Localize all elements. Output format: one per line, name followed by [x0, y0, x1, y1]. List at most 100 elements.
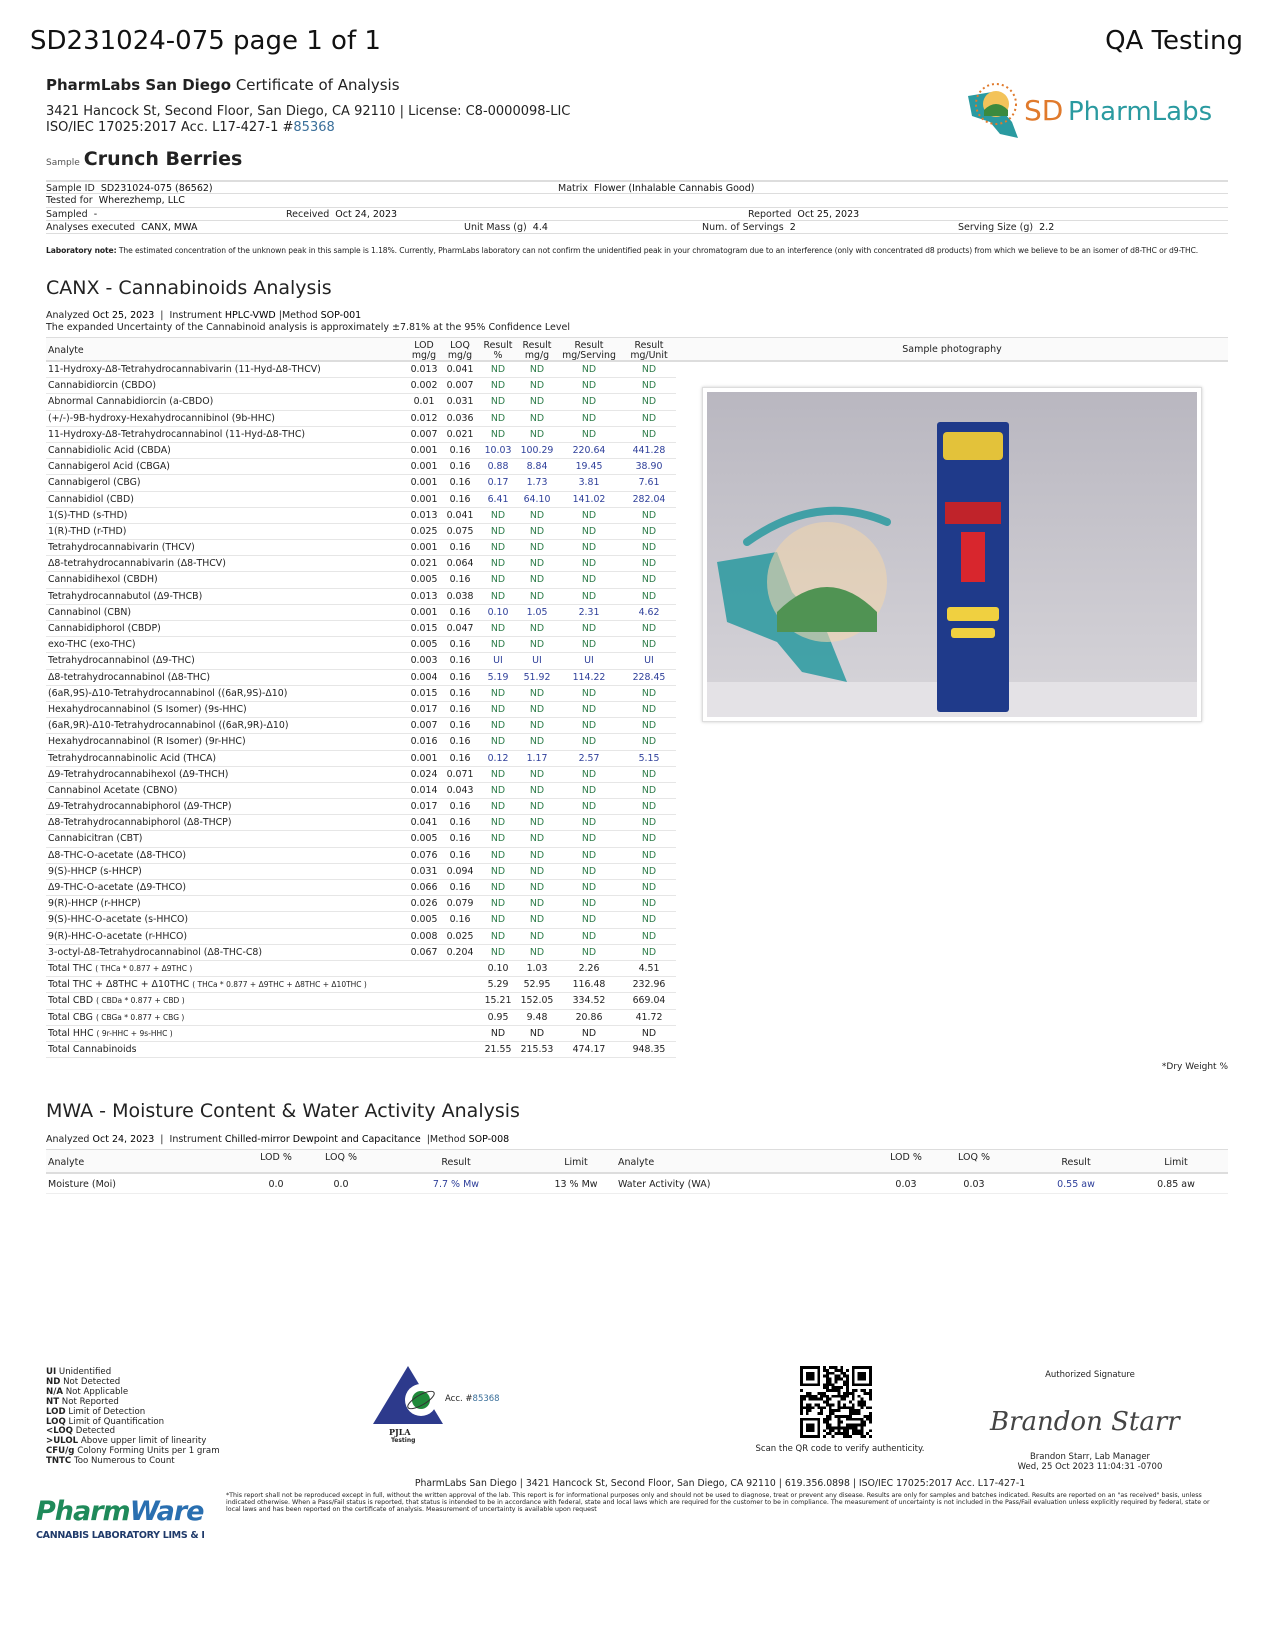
result-mgg: 64.10: [523, 493, 551, 505]
result-serving: ND: [581, 380, 597, 392]
loq: 0.036: [446, 412, 474, 424]
result-serving: 474.17: [572, 1043, 606, 1055]
total-row: Total CBD ( CBDa * 0.877 + CBD ) 15.21 152…: [46, 993, 676, 1010]
pjla-acc-link[interactable]: 85368: [472, 1394, 500, 1404]
result-mgg: ND: [529, 558, 545, 570]
loq: 0.16: [449, 493, 471, 505]
total-label: Total THC + Δ8THC + Δ10THC ( THCa * 0.87…: [48, 977, 367, 993]
limit-2: 0.85 aw: [1157, 1179, 1195, 1190]
address-line: 3421 Hancock St, Second Floor, San Diego…: [46, 104, 571, 119]
lod: 0.001: [410, 752, 438, 764]
table-row: Δ9-THC-O-acetate (Δ9-THCO) 0.066 0.16 ND ND N…: [46, 880, 676, 897]
result-serving: ND: [581, 736, 597, 748]
result-unit: 282.04: [632, 493, 666, 505]
analyte: 9(R)-HHCP (r-HHCP): [48, 898, 141, 910]
table-row: Tetrahydrocannabivarin (THCV) 0.001 0.16 ND…: [46, 540, 676, 557]
result-mgg: ND: [529, 882, 545, 893]
result-pct: ND: [490, 865, 506, 877]
table-row: 1(R)-THD (r-THD) 0.025 0.075 ND ND ND ND: [46, 524, 676, 541]
laboratory-note: Laboratory note: The estimated concentra…: [46, 246, 1231, 256]
result-serving: ND: [581, 623, 597, 634]
table-row: Cannabidiphorol (CBDP) 0.015 0.047 ND ND ND ND: [46, 621, 676, 638]
result-serving: ND: [581, 833, 597, 845]
lod: 0.067: [410, 946, 438, 958]
serving-size-label: Serving Size (g): [958, 222, 1034, 234]
legend-item: UI Unidentified: [46, 1367, 220, 1378]
qr-code[interactable]: [800, 1366, 872, 1438]
qr-caption: Scan the QR code to verify authenticity.: [755, 1444, 925, 1454]
accreditation-link[interactable]: 85368: [293, 120, 335, 135]
loq: 0.16: [449, 655, 471, 667]
col-result-unit: Result mg/Unit: [630, 340, 668, 361]
unit-mass-label: Unit Mass (g): [464, 222, 527, 234]
analyte: 9(S)-HHC-O-acetate (s-HHCO): [48, 914, 189, 926]
result-pct: 5.19: [487, 671, 509, 683]
result-unit: ND: [641, 736, 657, 748]
analyses: CANX, MWA: [141, 222, 198, 234]
table-row: 9(S)-HHCP (s-HHCP) 0.031 0.094 ND ND ND ND: [46, 864, 676, 880]
servings: 2: [789, 222, 796, 234]
result-pct: ND: [490, 525, 506, 537]
analyte: Δ8-THC-O-acetate (Δ8-THCO): [48, 849, 187, 861]
legend-meaning: Unidentified: [58, 1367, 112, 1377]
method-label: Method: [429, 1134, 466, 1145]
lod: 0.013: [410, 364, 438, 375]
table-row: Δ8-tetrahydrocannabinol (Δ8-THC) 0.004 0.1…: [46, 670, 676, 686]
result-serving: 141.02: [572, 493, 606, 505]
result-serving: ND: [581, 639, 597, 651]
result-mgg: ND: [529, 898, 545, 910]
legend-meaning: Not Reported: [61, 1396, 119, 1407]
result-unit: ND: [641, 882, 657, 893]
table-row: Tetrahydrocannabutol (Δ9-THCB) 0.013 0.038…: [46, 589, 676, 605]
result-pct: ND: [490, 623, 506, 634]
result-serving: ND: [581, 412, 597, 424]
result-serving: 20.86: [575, 1011, 603, 1023]
loq: 0.16: [449, 833, 471, 845]
result-mgg: ND: [529, 801, 545, 813]
total-name: Total HHC: [48, 1027, 94, 1039]
result-unit: ND: [641, 914, 657, 926]
result-serving: 114.22: [572, 671, 606, 683]
table-row: Δ8-THC-O-acetate (Δ8-THCO) 0.076 0.16 ND ND N…: [46, 848, 676, 864]
result-unit: 948.35: [632, 1043, 666, 1055]
lod: 0.014: [410, 784, 438, 796]
canx-section-title: CANX - Cannabinoids Analysis: [46, 277, 332, 299]
table-row: Cannabigerol Acid (CBGA) 0.001 0.16 0.88 8.8…: [46, 459, 676, 476]
table-row: Δ8-tetrahydrocannabivarin (Δ8-THCV) 0.021…: [46, 556, 676, 573]
table-row: 11-Hydroxy-Δ8-Tetrahydrocannabinol (11-H…: [46, 427, 676, 443]
authorized-signature-label: Authorized Signature: [1045, 1370, 1135, 1380]
result-2: 0.55 aw: [1057, 1179, 1095, 1190]
total-formula: ( THCa * 0.877 + Δ9THC ): [95, 963, 193, 973]
instrument-label: Instrument: [169, 310, 222, 321]
loq: 0.16: [449, 736, 471, 748]
result-serving: ND: [581, 687, 597, 699]
result-pct: ND: [490, 898, 506, 910]
instrument: Chilled-mirror Dewpoint and Capacitance: [224, 1134, 421, 1145]
analyte: (6aR,9S)-Δ10-Tetrahydrocannabinol ((6aR,…: [48, 687, 288, 699]
result-serving: 19.45: [575, 461, 603, 473]
result-pct: ND: [490, 946, 506, 958]
result-unit: ND: [641, 930, 657, 942]
result-mgg: ND: [529, 687, 545, 699]
analyte: Cannabidiorcin (CBDO): [48, 380, 156, 392]
loq: 0.038: [446, 590, 474, 602]
loq: 0.16: [449, 574, 471, 586]
loq: 0.021: [446, 428, 474, 440]
total-label: Total HHC ( 9r-HHC + 9s-HHC ): [48, 1026, 173, 1042]
received-label: Received: [286, 208, 330, 220]
loq: 0.16: [449, 914, 471, 926]
legend-item: CFU/g Colony Forming Units per 1 gram: [46, 1446, 220, 1457]
result-pct: 15.21: [484, 995, 512, 1007]
pharmware-logo: PharmWare CANNABIS LABORATORY LIMS & ELN: [36, 1496, 204, 1541]
analyte: Cannabigerol (CBG): [48, 477, 141, 489]
analyte: Δ9-Tetrahydrocannabihexol (Δ9-THCH): [48, 768, 229, 780]
signer-name: Brandon Starr, Lab Manager: [1029, 1452, 1151, 1462]
lod: 0.041: [410, 817, 438, 829]
lod: 0.021: [410, 558, 438, 570]
analyte: Cannabidihexol (CBDH): [48, 574, 158, 586]
col-analyte: Analyte: [48, 1157, 85, 1168]
result-pct: ND: [490, 801, 506, 813]
result-pct: ND: [490, 914, 506, 926]
result-pct: ND: [490, 558, 506, 570]
loq: 0.16: [449, 444, 471, 456]
